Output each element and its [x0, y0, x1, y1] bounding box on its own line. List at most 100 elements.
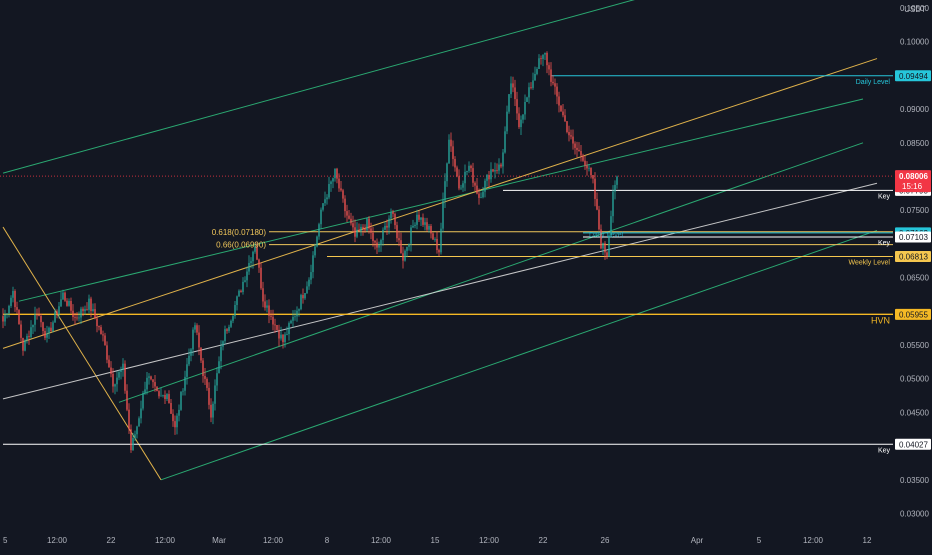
- candle-body: [88, 298, 90, 310]
- candle-body: [30, 327, 32, 338]
- candle-body: [418, 214, 420, 220]
- candle-body: [94, 309, 96, 319]
- candle-body: [136, 426, 138, 435]
- candle-body: [220, 346, 222, 362]
- candle-body: [520, 119, 522, 128]
- candle-body: [26, 336, 28, 341]
- candle-body: [252, 251, 254, 262]
- candle-body: [490, 169, 492, 180]
- currency-label: USDT: [904, 5, 926, 14]
- candle-body: [564, 115, 566, 122]
- candle-body: [348, 215, 350, 219]
- candle-body: [290, 320, 292, 324]
- candle-body: [296, 310, 298, 317]
- candle-body: [270, 315, 272, 317]
- candle-body: [354, 227, 356, 237]
- candle-body: [104, 335, 106, 346]
- candle-body: [320, 209, 322, 225]
- candle-body: [570, 135, 572, 137]
- candle-body: [222, 341, 224, 347]
- time-tick: 12:00: [155, 536, 176, 545]
- candle-body: [364, 228, 366, 231]
- candle-body: [614, 184, 616, 192]
- candle-body: [158, 391, 160, 397]
- candle-body: [298, 309, 300, 311]
- candle-body: [8, 305, 10, 314]
- candle-body: [498, 164, 500, 171]
- candle-body: [156, 386, 158, 392]
- price-tick: 0.04500: [900, 408, 929, 417]
- candle-body: [384, 225, 386, 230]
- candle-body: [22, 337, 24, 351]
- trend-line: [118, 142, 864, 403]
- candle-body: [138, 418, 140, 427]
- candle-body: [142, 392, 144, 409]
- time-tick: 22: [107, 536, 116, 545]
- candle-body: [436, 238, 438, 251]
- candle-body: [122, 363, 124, 370]
- candle-body: [350, 218, 352, 224]
- candle-body: [420, 217, 422, 220]
- candle-body: [484, 180, 486, 192]
- candle-body: [424, 222, 426, 225]
- candle-body: [470, 165, 472, 169]
- level-price-tag: 0.09494: [899, 72, 928, 81]
- trend-line: [160, 229, 878, 481]
- candle-body: [426, 222, 428, 230]
- candle-body: [90, 298, 92, 312]
- candle-body: [502, 152, 504, 167]
- candle-body: [250, 261, 252, 263]
- candle-body: [372, 232, 374, 242]
- price-tick: 0.10000: [900, 38, 929, 47]
- candle-body: [140, 408, 142, 419]
- candle-body: [322, 203, 324, 210]
- candle-body: [378, 245, 380, 248]
- candle-body: [282, 334, 284, 343]
- candle-body: [400, 240, 402, 254]
- candle-body: [562, 111, 564, 116]
- candle-body: [168, 394, 170, 403]
- candle-body: [48, 327, 50, 334]
- candle-body: [190, 349, 192, 356]
- candle-body: [154, 382, 156, 387]
- current-price-box: [895, 170, 931, 193]
- candle-body: [232, 316, 234, 321]
- candle-body: [370, 228, 372, 233]
- countdown-tag: 15:16: [902, 182, 923, 191]
- level-price-tag-box: [895, 70, 931, 82]
- candle-body: [12, 291, 14, 298]
- level-price-tag: 0.05955: [899, 310, 928, 319]
- candle-body: [460, 187, 462, 189]
- candle-body: [330, 181, 332, 184]
- candle-body: [148, 376, 150, 378]
- candle-body: [162, 394, 164, 396]
- price-tick: 0.03000: [900, 510, 929, 519]
- candle-body: [494, 170, 496, 172]
- candle-body: [10, 297, 12, 306]
- candle-body: [20, 324, 22, 338]
- candle-body: [512, 83, 514, 88]
- candle-body: [382, 229, 384, 241]
- candle-body: [542, 54, 544, 59]
- candle-body: [474, 182, 476, 186]
- candle-body: [78, 317, 80, 319]
- candle-body: [488, 174, 490, 180]
- candle-body: [510, 83, 512, 95]
- time-tick: 12:00: [803, 536, 824, 545]
- time-axis-background: [0, 530, 893, 550]
- candle-body: [264, 301, 266, 308]
- candle-body: [530, 87, 532, 89]
- candle-body: [338, 178, 340, 189]
- level-price-tag: 0.04027: [899, 440, 928, 449]
- candle-body: [274, 324, 276, 326]
- candle-body: [456, 167, 458, 177]
- time-tick: 12:00: [371, 536, 392, 545]
- candle-body: [406, 246, 408, 251]
- candle-body: [258, 259, 260, 268]
- candle-body: [478, 193, 480, 198]
- candle-body: [538, 58, 540, 69]
- candle-body: [544, 52, 546, 55]
- trend-line: [2, 58, 878, 349]
